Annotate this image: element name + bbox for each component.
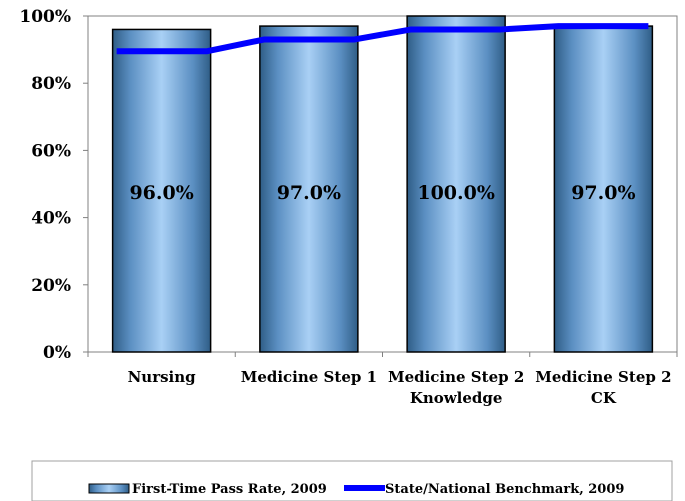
- x-category-label: Medicine Step 1: [241, 368, 377, 386]
- y-tick-label: 40%: [31, 209, 71, 229]
- legend-label-line: State/National Benchmark, 2009: [385, 482, 624, 497]
- bar-data-label: 97.0%: [277, 182, 341, 204]
- benchmark-series-line: [116, 23, 649, 55]
- x-axis-labels: Nursing Medicine Step 1 Medicine Step 2 Kno…: [87, 352, 678, 407]
- bar-data-label: 96.0%: [129, 182, 193, 204]
- bar-data-label: 100.0%: [417, 182, 495, 204]
- bar: [259, 25, 359, 353]
- y-tick-label: 20%: [31, 276, 71, 296]
- x-category-label: CK: [591, 389, 617, 407]
- x-category-label: Nursing: [128, 368, 197, 386]
- legend: [31, 460, 673, 501]
- legend-items: First-Time Pass Rate, 2009 State/National…: [88, 482, 624, 497]
- x-category-label: Medicine Step 2: [388, 368, 524, 386]
- bar: [406, 15, 506, 353]
- benchmark-line: [116, 23, 649, 55]
- y-axis: 0% 20% 40% 60% 80% 100%: [19, 7, 88, 363]
- bar: [553, 25, 654, 353]
- benchmark-point: [161, 50, 163, 52]
- bar-data-label: 97.0%: [571, 182, 635, 204]
- x-category-label: Medicine Step 2: [535, 368, 671, 386]
- bar: [111, 28, 212, 353]
- legend-label-bar: First-Time Pass Rate, 2009: [132, 482, 327, 497]
- y-tick-label: 80%: [31, 74, 71, 94]
- bars: [111, 15, 654, 353]
- benchmark-point: [602, 25, 604, 27]
- y-tick-label: 0%: [43, 343, 71, 363]
- x-category-label: Knowledge: [410, 389, 503, 407]
- data-labels: 96.0% 97.0% 100.0% 97.0%: [129, 182, 635, 204]
- legend-swatch-bar: [88, 483, 130, 494]
- y-tick-label: 60%: [31, 141, 71, 161]
- benchmark-point: [455, 28, 457, 30]
- benchmark-point: [308, 39, 310, 41]
- y-tick-label: 100%: [19, 7, 71, 27]
